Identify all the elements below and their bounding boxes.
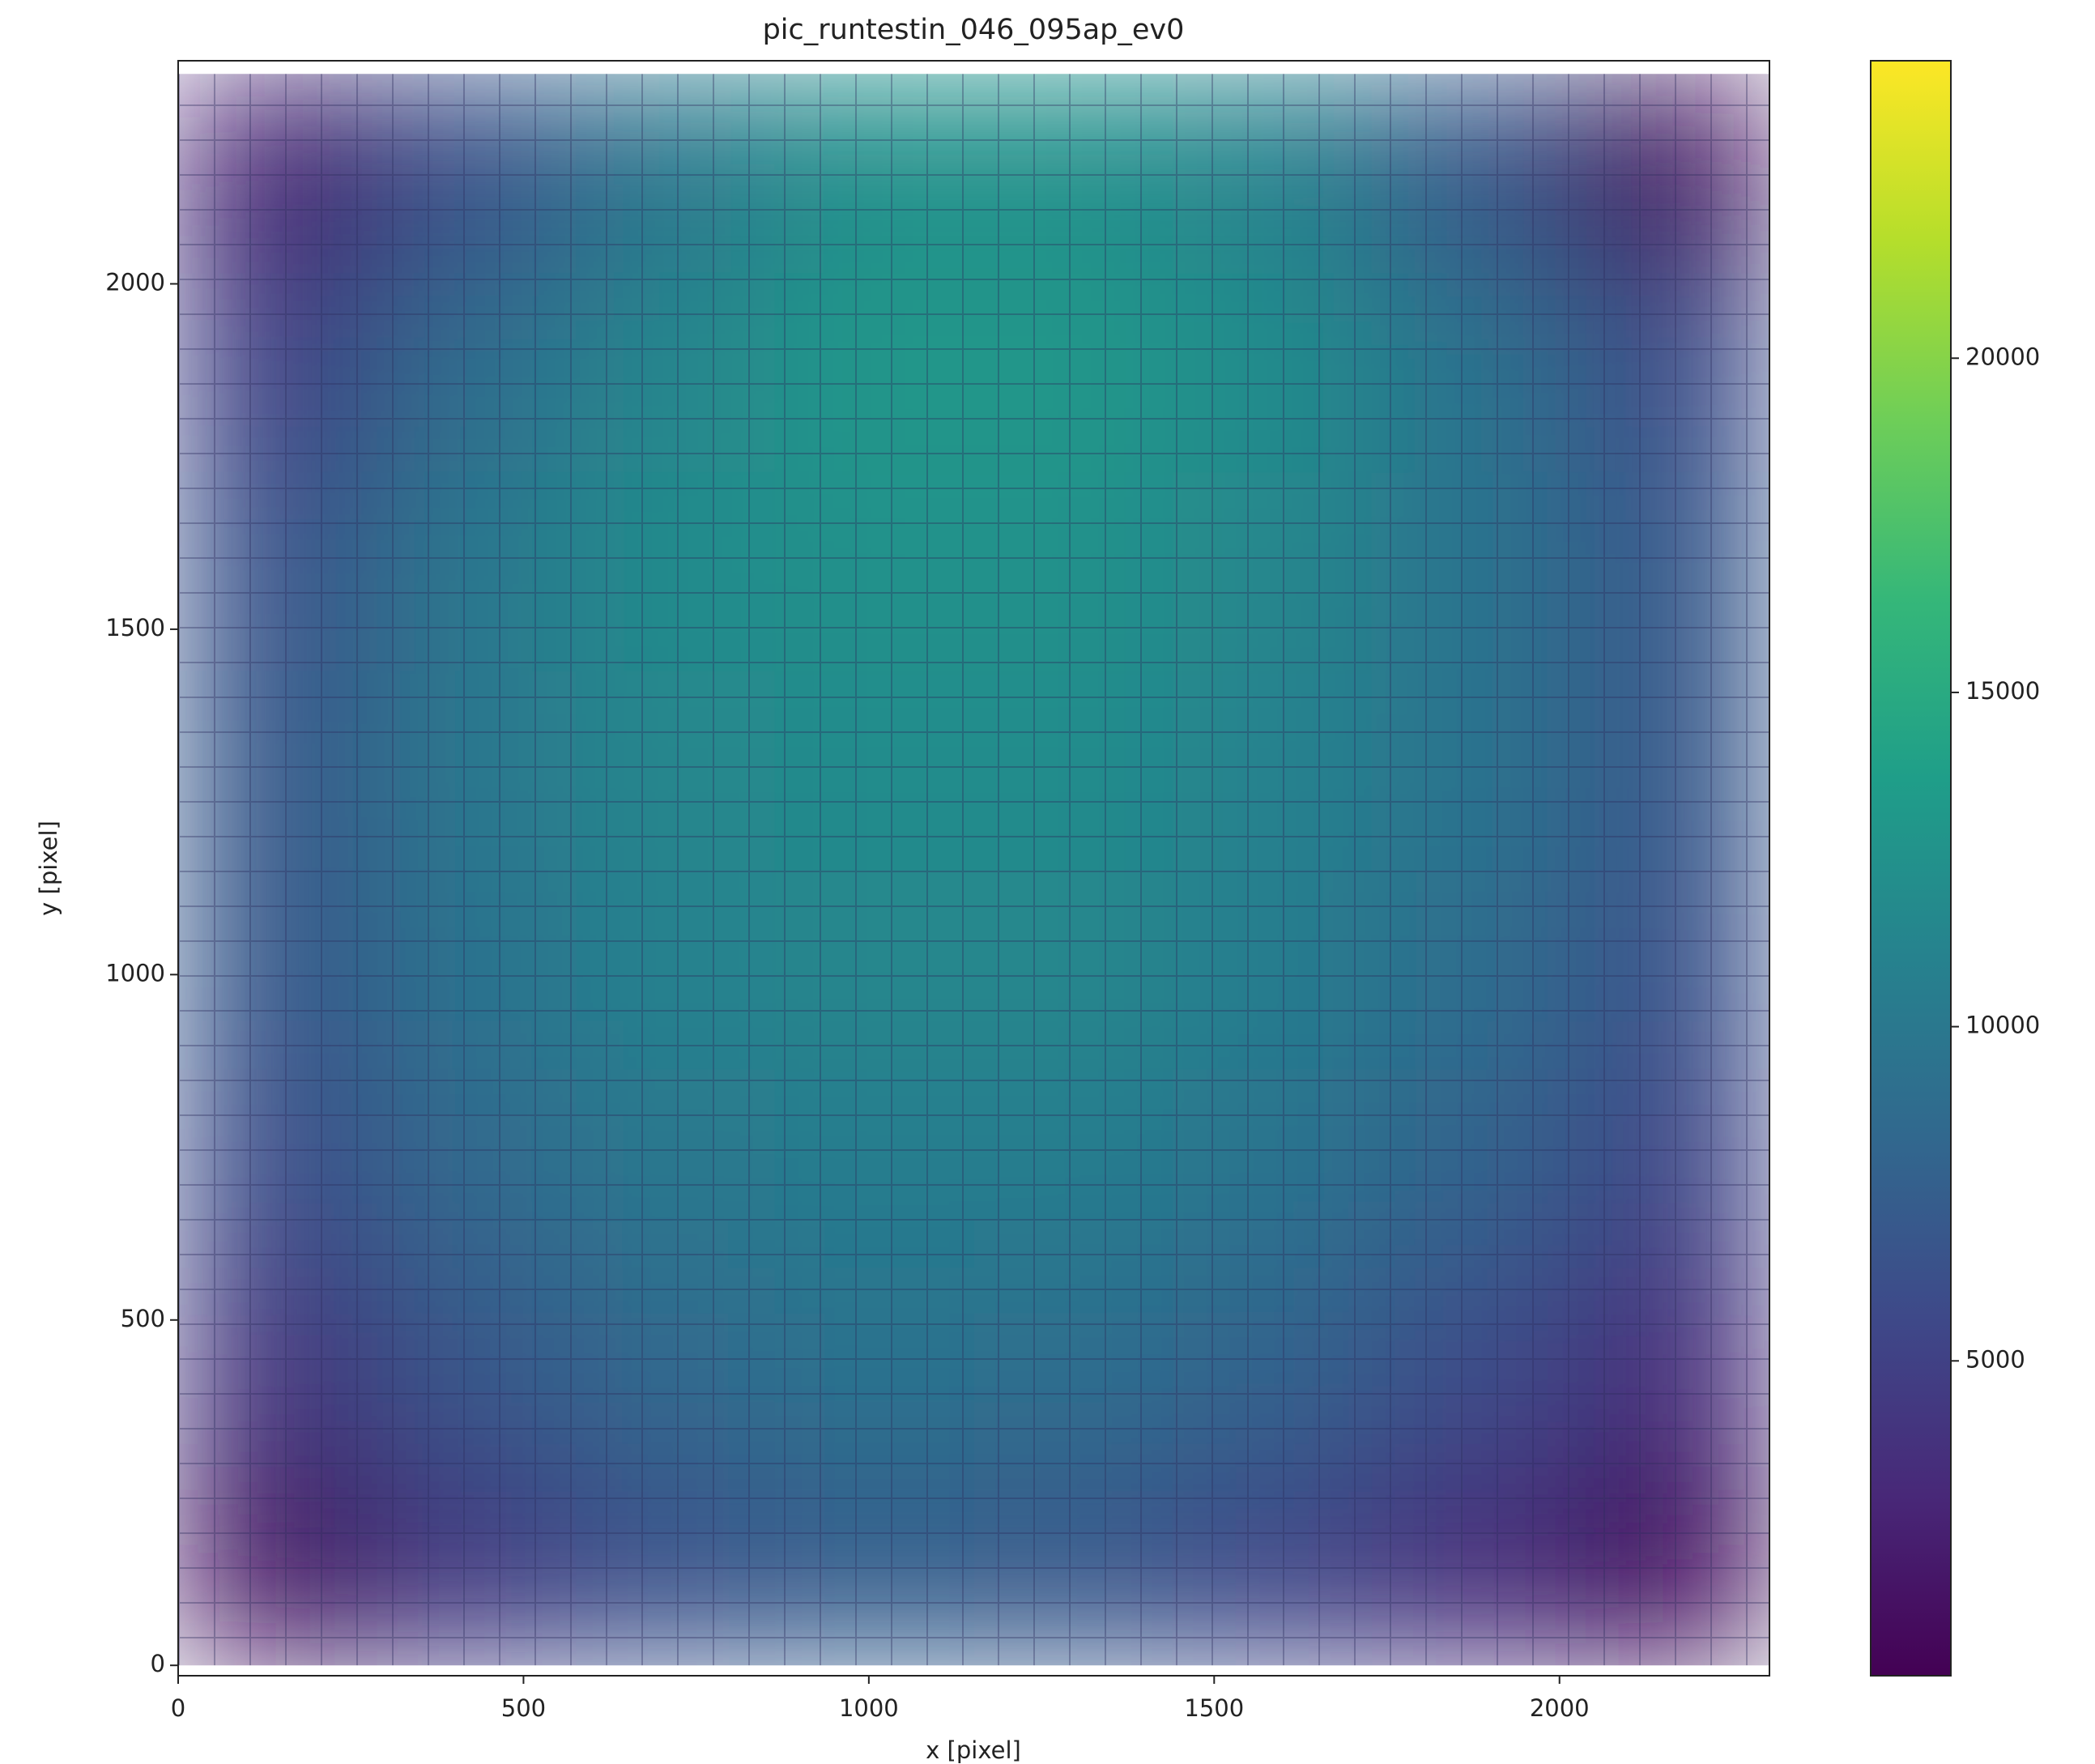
colorbar-tick-label: 15000 bbox=[1965, 677, 2040, 705]
chart: pic_runtestin_046_095ap_ev0 x [pixel] y … bbox=[0, 0, 2095, 1764]
y-tick-label: 1000 bbox=[105, 959, 165, 986]
y-axis-label: y [pixel] bbox=[35, 820, 62, 916]
y-tick-label: 500 bbox=[121, 1305, 165, 1332]
image bbox=[178, 74, 1770, 1666]
colorbar-tick-label: 10000 bbox=[1965, 1012, 2040, 1039]
colorbar-tick-label: 20000 bbox=[1965, 343, 2040, 370]
y-tick-label: 0 bbox=[151, 1650, 165, 1677]
y-tick-label: 1500 bbox=[105, 614, 165, 641]
x-tick-label: 1500 bbox=[1184, 1694, 1244, 1722]
chart-title: pic_runtestin_046_095ap_ev0 bbox=[763, 14, 1185, 46]
x-tick-label: 2000 bbox=[1530, 1694, 1590, 1722]
y-tick-label: 2000 bbox=[105, 268, 165, 296]
colorbar-tick-label: 5000 bbox=[1965, 1345, 2025, 1373]
x-tick-label: 0 bbox=[171, 1694, 185, 1722]
x-tick-label: 1000 bbox=[839, 1694, 899, 1722]
heatmap bbox=[178, 61, 1770, 1676]
x-tick-label: 500 bbox=[501, 1694, 546, 1722]
x-axis-label: x [pixel] bbox=[926, 1736, 1021, 1764]
colorbar bbox=[1871, 61, 1951, 1676]
image-texture bbox=[178, 74, 1769, 1665]
